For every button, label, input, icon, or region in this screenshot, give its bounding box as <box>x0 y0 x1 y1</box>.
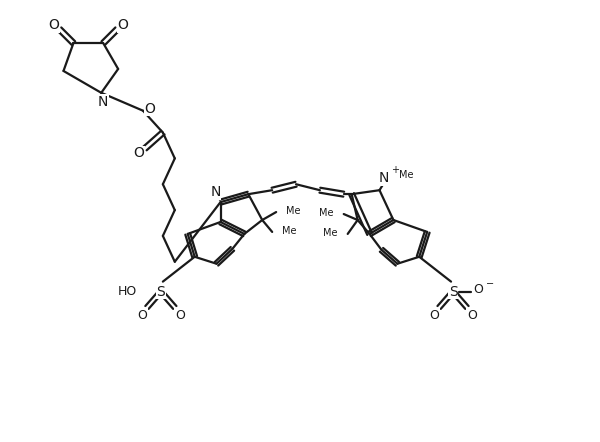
Text: −: − <box>486 278 494 289</box>
Text: N: N <box>211 185 221 199</box>
Text: +: + <box>391 165 400 175</box>
Text: Me: Me <box>323 228 338 238</box>
Text: O: O <box>48 18 59 32</box>
Text: O: O <box>145 102 155 116</box>
Text: O: O <box>175 309 185 322</box>
Text: S: S <box>449 285 457 298</box>
Text: O: O <box>467 309 477 322</box>
Text: O: O <box>118 18 128 32</box>
Text: HO: HO <box>118 285 137 298</box>
Text: Me: Me <box>400 170 414 180</box>
Text: Me: Me <box>282 226 296 236</box>
Text: Me: Me <box>286 206 301 216</box>
Text: S: S <box>157 285 165 298</box>
Text: O: O <box>429 309 439 322</box>
Text: O: O <box>134 146 145 160</box>
Text: N: N <box>378 171 389 185</box>
Text: Me: Me <box>319 208 334 218</box>
Text: O: O <box>473 283 483 296</box>
Text: N: N <box>98 95 109 109</box>
Text: O: O <box>137 309 147 322</box>
